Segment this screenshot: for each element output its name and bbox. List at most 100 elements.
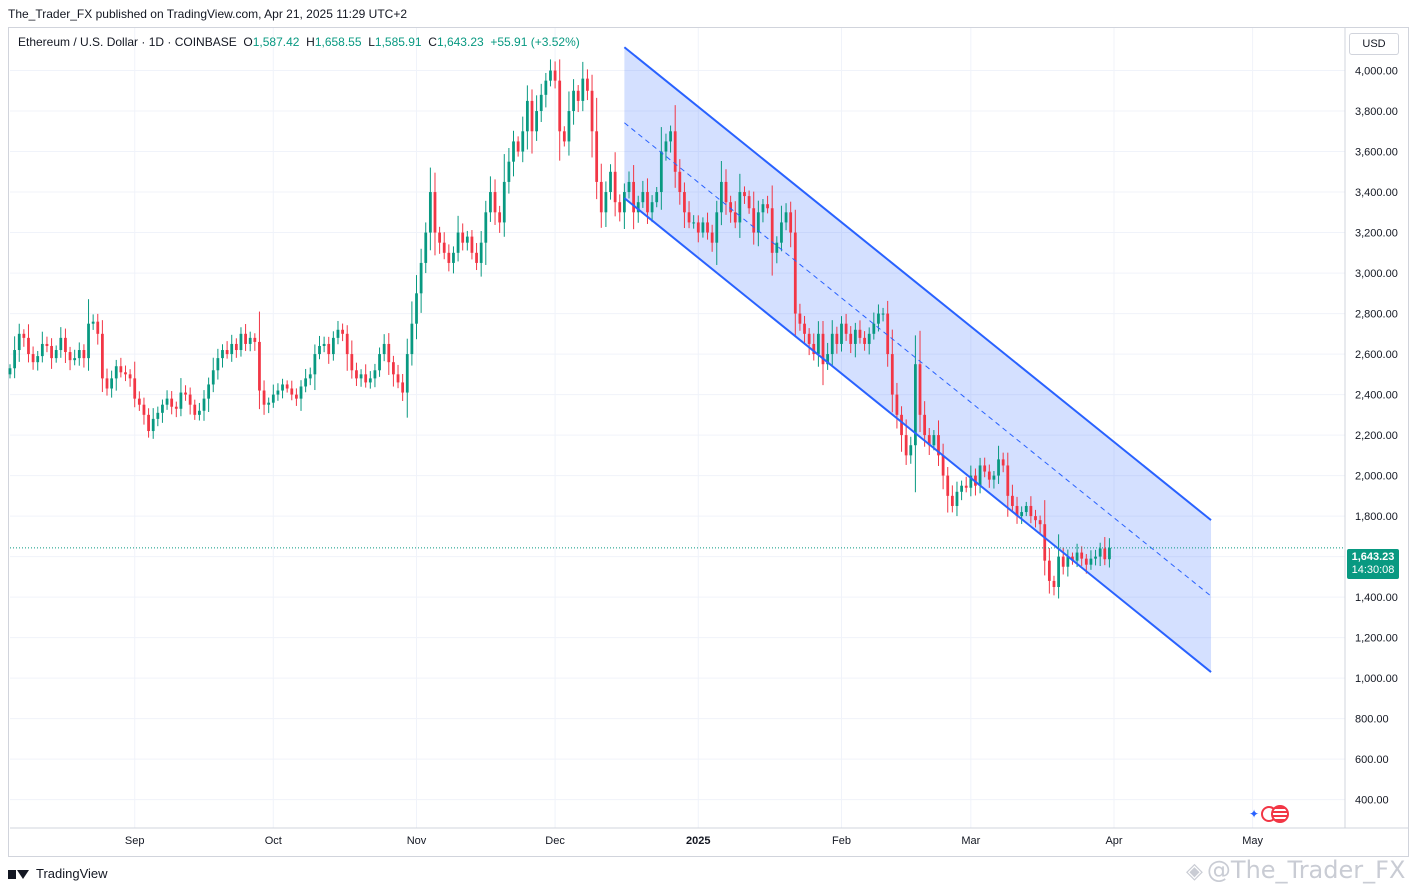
x-tick-label: Nov (407, 835, 427, 847)
brand-label: TradingView (36, 866, 108, 881)
candle-body (525, 100, 529, 132)
candle-body (747, 196, 751, 209)
candle-body (1011, 495, 1014, 506)
candle-body (322, 343, 326, 346)
candle-body (872, 323, 876, 334)
candle-body (170, 398, 174, 407)
candle-body (558, 80, 562, 132)
candle-body (1103, 548, 1107, 560)
candle-body (405, 354, 409, 393)
candle-body (798, 313, 802, 324)
candle-body (812, 343, 816, 355)
footer-brand[interactable]: TradingView (8, 866, 108, 881)
candle-body (304, 378, 308, 387)
y-tick-label: 800.00 (1355, 714, 1389, 726)
candle-body (549, 70, 552, 81)
candle-body (276, 390, 280, 395)
candle-body (1071, 556, 1074, 561)
watermark-text: @The_Trader_FX (1206, 856, 1406, 884)
candle-body (248, 337, 252, 344)
chart-frame (8, 27, 1409, 857)
tradingview-logo-icon (8, 868, 30, 880)
candle-body (479, 242, 483, 263)
candle-body (207, 384, 211, 399)
candle-body (442, 242, 446, 253)
candle-body (604, 192, 608, 213)
candle-body (244, 333, 247, 344)
candle-body (849, 333, 853, 344)
candle-body (119, 366, 123, 373)
candle-body (174, 406, 178, 409)
close-label: C (428, 35, 437, 49)
candle-body (512, 141, 515, 162)
candle-body (202, 398, 206, 411)
candle-body (216, 358, 220, 371)
candle-body (1034, 516, 1037, 521)
candle-body (419, 262, 423, 294)
candle-body (535, 111, 538, 132)
candle-body (133, 378, 137, 399)
candle-body (853, 329, 857, 344)
candle-body (54, 350, 58, 359)
x-tick-label: Oct (265, 835, 282, 847)
candle-body (784, 212, 788, 223)
candle-body (650, 202, 654, 213)
candle-body (396, 374, 400, 383)
candle-body (632, 181, 636, 213)
candle-body (271, 394, 275, 403)
watermark-logo-icon: ◈ (1186, 859, 1203, 884)
candle-body (553, 70, 557, 81)
candle-body (950, 495, 954, 506)
high-value: 1,658.55 (314, 35, 362, 49)
y-tick-label: 3,600.00 (1355, 147, 1398, 159)
symbol-label[interactable]: Ethereum / U.S. Dollar · 1D · COINBASE (18, 35, 237, 49)
candle-body (40, 343, 44, 357)
y-tick-label: 600.00 (1355, 754, 1389, 766)
ohlc-legend: Ethereum / U.S. Dollar · 1D · COINBASE O… (18, 35, 580, 49)
candle-body (1108, 547, 1111, 560)
candle-body (22, 333, 26, 338)
candle-body (669, 131, 672, 142)
candle-body (770, 208, 774, 253)
candle-body (539, 94, 543, 112)
candle-body (1029, 505, 1033, 517)
candle-body (937, 435, 940, 456)
candle-body (147, 414, 150, 432)
candle-body (659, 151, 663, 193)
candle-body (706, 222, 709, 233)
candle-body (345, 333, 349, 355)
last-price-value: 1,643.23 (1351, 551, 1395, 563)
candle-body (290, 388, 294, 395)
currency-button[interactable]: USD (1349, 33, 1399, 55)
candle-body (844, 323, 848, 334)
candle-body (719, 181, 723, 213)
candle-body (456, 232, 460, 253)
y-tick-label: 1,800.00 (1355, 511, 1398, 523)
candle-body (692, 222, 696, 224)
candle-body (128, 374, 132, 379)
candle-body (234, 343, 238, 351)
candle-body (886, 313, 890, 355)
candle-body (105, 378, 109, 389)
candle-body (198, 410, 201, 415)
candle-body (410, 323, 414, 355)
candle-body (17, 333, 21, 351)
channel-upper-line[interactable] (623, 46, 1212, 521)
candle-body (318, 345, 321, 355)
candle-body (530, 100, 534, 132)
candle-body (336, 329, 340, 338)
candle-body (327, 343, 331, 355)
candle-body (96, 321, 100, 334)
y-tick-label: 2,800.00 (1355, 309, 1398, 321)
candle-body (498, 212, 502, 223)
channel-lower-line[interactable] (623, 197, 1212, 673)
sparkle-icon: ✦ (1249, 807, 1260, 821)
candle-body (378, 354, 381, 371)
candle-body (489, 192, 492, 213)
events-icons[interactable]: ✦ (1249, 805, 1290, 823)
candle-body (313, 354, 317, 375)
open-label: O (243, 35, 253, 49)
candle-body (544, 80, 548, 95)
candle-body (151, 418, 155, 432)
